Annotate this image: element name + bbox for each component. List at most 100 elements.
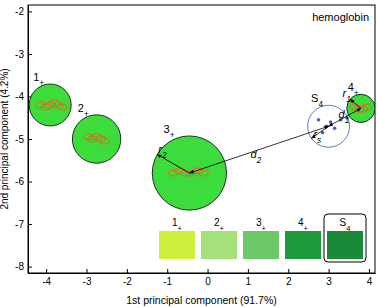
data-point [199, 170, 209, 176]
y-tick: -6 [15, 176, 32, 187]
y-tick-mark [28, 54, 32, 55]
x-tick-mark [369, 269, 370, 273]
x-tick-mark [329, 269, 330, 273]
x-axis-title: 1st principal component (91.7%) [126, 294, 277, 306]
x-tick: -4 [42, 269, 51, 287]
data-point [362, 104, 372, 110]
x-tick-mark [167, 269, 168, 273]
text-subscript: + [262, 224, 267, 233]
swatch-label: S4 [340, 217, 351, 233]
cluster-circle [72, 115, 120, 163]
cluster-label: 2+ [78, 102, 89, 119]
text-subscript: + [84, 109, 89, 118]
data-point [317, 118, 321, 122]
color-swatch [327, 231, 363, 259]
x-tick-label: -1 [163, 276, 172, 287]
cluster-circle [152, 136, 226, 210]
x-tick-label: 2 [286, 276, 292, 287]
y-tick: -8 [15, 261, 32, 272]
plot-frame [28, 5, 375, 273]
text-subscript: 4 [346, 224, 350, 233]
data-point [329, 120, 333, 124]
y-tick-label: -8 [15, 261, 24, 272]
y-tick-label: -6 [15, 176, 24, 187]
x-tick-mark [208, 269, 209, 273]
x-tick-mark [87, 269, 88, 273]
x-tick: 1 [246, 269, 252, 287]
x-tick: 2 [286, 269, 292, 287]
y-tick-mark [28, 267, 32, 268]
color-swatch [243, 231, 279, 259]
y-tick: -7 [15, 219, 32, 230]
annotation: r2 [158, 143, 167, 160]
x-tick-label: 4 [367, 276, 373, 287]
cluster-label: 3+ [164, 123, 175, 140]
annotation: d1 [339, 108, 350, 125]
y-axis-title: 2nd principal component (4.2%) [0, 68, 10, 209]
swatch-label: 4+ [298, 217, 309, 233]
x-tick-label: -3 [83, 276, 92, 287]
text-subscript: + [354, 89, 359, 98]
text-subscript: 2 [256, 156, 262, 165]
x-tick: 3 [326, 269, 332, 287]
y-tick-label: -4 [15, 91, 24, 102]
x-tick-mark [288, 269, 289, 273]
swatch-highlight [324, 214, 366, 262]
x-tick: 4 [367, 269, 373, 287]
y-tick-label: -5 [15, 134, 24, 145]
radius-arrow [350, 99, 361, 108]
x-tick: -3 [83, 269, 92, 287]
cluster-label: S4 [311, 92, 323, 109]
y-tick-mark [28, 11, 32, 12]
x-tick-label: 3 [326, 276, 332, 287]
annotation: r1 [343, 87, 351, 104]
text-subscript: + [304, 224, 309, 233]
chart: -4 -3 -2 -1 0 1 2 3 4 -2 -3 -4 -5 -6 -7 -8 1st principal… [0, 0, 378, 308]
swatch-label: 3+ [256, 217, 267, 233]
x-tick-label: -2 [123, 276, 132, 287]
text-subscript: 4 [318, 100, 323, 109]
data-point [333, 127, 337, 131]
data-point [35, 102, 45, 108]
data-point [168, 170, 178, 176]
x-tick-label: -4 [42, 276, 51, 287]
text-subscript: + [220, 224, 225, 233]
y-tick: -3 [15, 49, 32, 60]
color-swatch [201, 231, 237, 259]
x-tick-mark [46, 269, 47, 273]
chart-title: hemoglobin [312, 11, 369, 23]
y-tick-label: -2 [15, 6, 24, 17]
cluster-circle [347, 94, 375, 122]
color-swatch [159, 231, 195, 259]
data-point [57, 104, 67, 110]
cluster-circle [29, 84, 71, 126]
text-subscript: s [317, 135, 321, 144]
annotation: rs [313, 128, 321, 145]
y-tick-mark [28, 139, 32, 140]
y-axis: -2 -3 -4 -5 -6 -7 -8 [15, 6, 32, 274]
x-tick-mark [127, 269, 128, 273]
x-tick-label: 0 [205, 276, 211, 287]
y-tick: -5 [15, 134, 32, 145]
x-tick-mark [248, 269, 249, 273]
y-tick: -2 [15, 6, 32, 17]
swatch-label: 1+ [172, 217, 183, 233]
x-tick: -1 [163, 269, 172, 287]
plot-marks [29, 84, 375, 210]
x-tick: 0 [205, 269, 211, 287]
y-tick-mark [28, 224, 32, 225]
text-subscript: 1 [346, 95, 351, 104]
annotation: d2 [251, 148, 262, 165]
text-subscript: 2 [161, 150, 167, 159]
y-tick-mark [28, 182, 32, 183]
x-tick: -2 [123, 269, 132, 287]
y-tick-label: -7 [15, 219, 24, 230]
x-tick-label: 1 [246, 276, 252, 287]
text-subscript: 1 [345, 115, 350, 124]
y-tick-label: -3 [15, 49, 24, 60]
x-axis-line [29, 273, 376, 274]
swatch-label: 2+ [214, 217, 225, 233]
cluster-label: 1+ [33, 71, 44, 88]
distance-arrow [189, 126, 328, 173]
data-point [100, 138, 110, 144]
